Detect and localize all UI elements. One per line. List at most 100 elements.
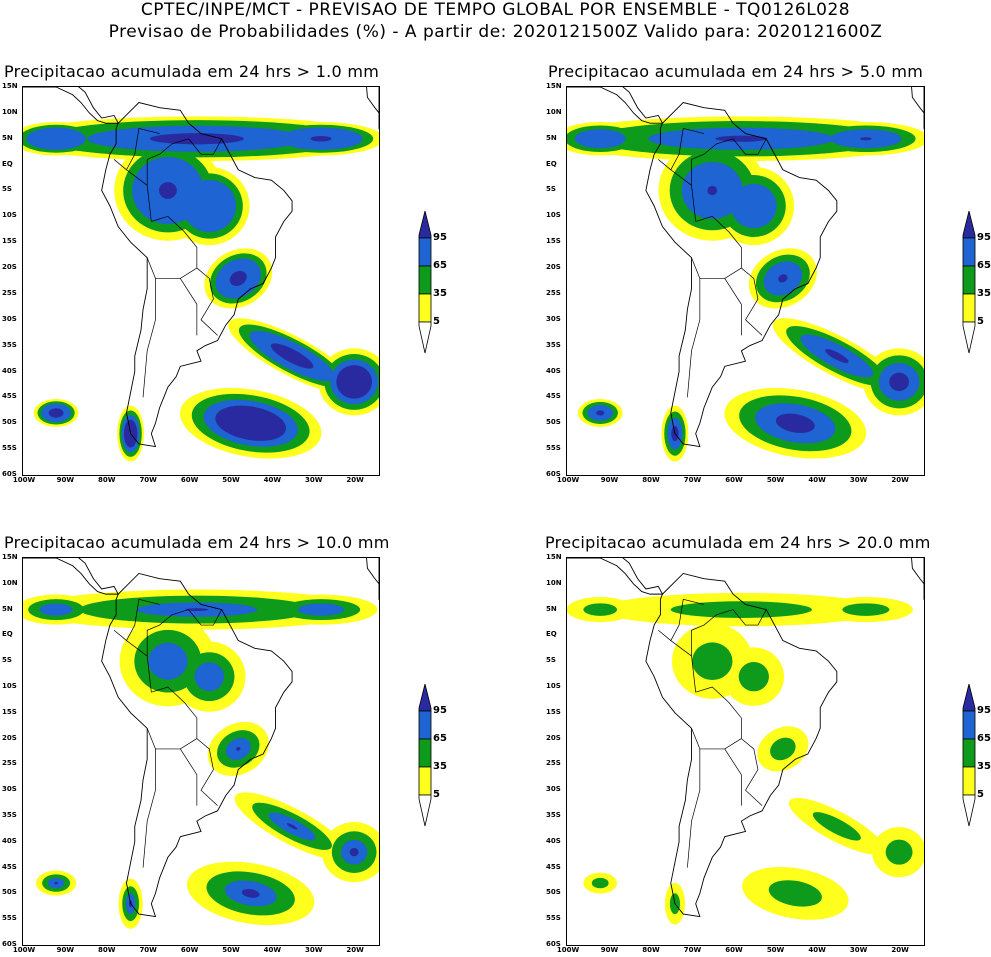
country-border [691, 609, 746, 693]
coastline [366, 87, 379, 129]
probability-contour [596, 410, 605, 416]
lon-label: 30W [305, 946, 323, 954]
probability-contour [229, 270, 247, 286]
lat-label: 40S [546, 836, 561, 845]
lon-label: 80W [98, 476, 116, 484]
probability-map [567, 87, 924, 462]
probability-contour [149, 133, 244, 145]
probability-map [23, 87, 379, 462]
coastline [911, 558, 924, 600]
lat-label: 20S [2, 263, 17, 272]
country-border [180, 748, 198, 806]
colorbar-segment [418, 794, 432, 827]
country-border [201, 138, 223, 155]
lat-label: 15N [546, 553, 562, 561]
panel-title: Precipitacao acumulada em 24 hrs > 5.0 m… [548, 62, 924, 81]
lat-label: 5S [2, 185, 12, 194]
probability-contour [54, 881, 58, 885]
colorbar-segment [962, 738, 976, 768]
probability-contour [707, 185, 718, 196]
lat-label: 30S [2, 314, 17, 323]
country-border [113, 598, 160, 642]
lat-label: 35S [2, 811, 17, 819]
country-border [151, 215, 218, 336]
coastline [567, 87, 664, 124]
lon-label: 100W [12, 946, 36, 954]
lat-label: 45S [2, 392, 17, 401]
lat-label: EQ [2, 159, 13, 168]
lat-label: 15S [2, 237, 17, 246]
lat-label: 20S [546, 733, 561, 742]
lat-label: 40S [2, 836, 17, 845]
lat-label: 55S [546, 444, 561, 453]
colorbar-segment [418, 683, 432, 712]
colorbar [962, 210, 976, 354]
country-border [687, 748, 701, 868]
lat-label: 25S [546, 759, 561, 768]
lat-label: 35S [546, 340, 561, 349]
lat-label: 10N [546, 107, 562, 116]
colorbar-segment [962, 237, 976, 267]
country-border [695, 686, 763, 806]
probability-contour [842, 603, 890, 616]
lat-label: 20S [546, 263, 561, 272]
colorbar-segment [418, 321, 432, 354]
country-border [658, 598, 705, 642]
lat-label: 15S [546, 707, 561, 716]
colorbar-label: 65 [433, 733, 447, 744]
lat-label: 5N [546, 133, 557, 142]
lat-label: 35S [2, 340, 17, 349]
map-frame [22, 557, 380, 946]
lon-label: 60W [725, 476, 743, 484]
lat-label: 60S [2, 940, 17, 948]
country-border [691, 257, 742, 279]
lat-label: 10S [546, 682, 561, 690]
lat-label: 10N [546, 578, 562, 587]
lon-label: 90W [600, 476, 619, 484]
lon-label: 80W [642, 946, 660, 954]
colorbar-label: 35 [433, 288, 447, 299]
probability-contour [215, 405, 287, 441]
country-border [658, 127, 705, 171]
panel-title: Precipitacao acumulada em 24 hrs > 1.0 m… [4, 62, 380, 81]
probability-contour [775, 413, 815, 433]
country-border [113, 127, 160, 171]
lat-label: 30S [546, 785, 561, 794]
lat-label: 5S [2, 656, 12, 665]
lon-label: 30W [849, 946, 868, 954]
lat-label: 10N [2, 578, 18, 587]
colorbar-label: 35 [977, 761, 991, 772]
lat-label: EQ [546, 159, 557, 168]
lon-label: 50W [222, 946, 240, 954]
lon-label: 40W [263, 476, 282, 484]
lat-label: 35S [546, 811, 561, 819]
probability-contour [692, 642, 733, 681]
lat-label: 55S [2, 914, 17, 923]
colorbar-label: 95 [433, 705, 447, 716]
lat-label: 10S [2, 682, 17, 690]
lon-label: 20W [891, 476, 909, 484]
country-border [142, 748, 156, 868]
probability-contour [730, 183, 777, 229]
country-border [201, 609, 223, 626]
lat-label: 45S [546, 862, 561, 871]
lat-label: 20S [2, 733, 17, 742]
probability-contour [670, 601, 812, 618]
lat-label: 50S [546, 888, 561, 897]
lon-label: 40W [808, 946, 826, 954]
lon-label: 60W [180, 476, 199, 484]
lon-label: 80W [642, 476, 660, 484]
main-title: CPTEC/INPE/MCT - PREVISAO DE TEMPO GLOBA… [140, 0, 851, 20]
country-border [126, 169, 148, 186]
probability-contour [158, 182, 177, 199]
colorbar-segment [962, 293, 976, 323]
probability-map [567, 558, 924, 925]
lon-label: 40W [263, 946, 282, 954]
country-border [724, 748, 742, 806]
colorbar-label: 5 [433, 789, 440, 800]
colorbar-segment [962, 794, 976, 827]
colorbar-segment [418, 210, 432, 239]
lat-label: 15S [2, 707, 17, 716]
probability-contour [825, 349, 849, 363]
lat-label: 55S [2, 444, 17, 453]
